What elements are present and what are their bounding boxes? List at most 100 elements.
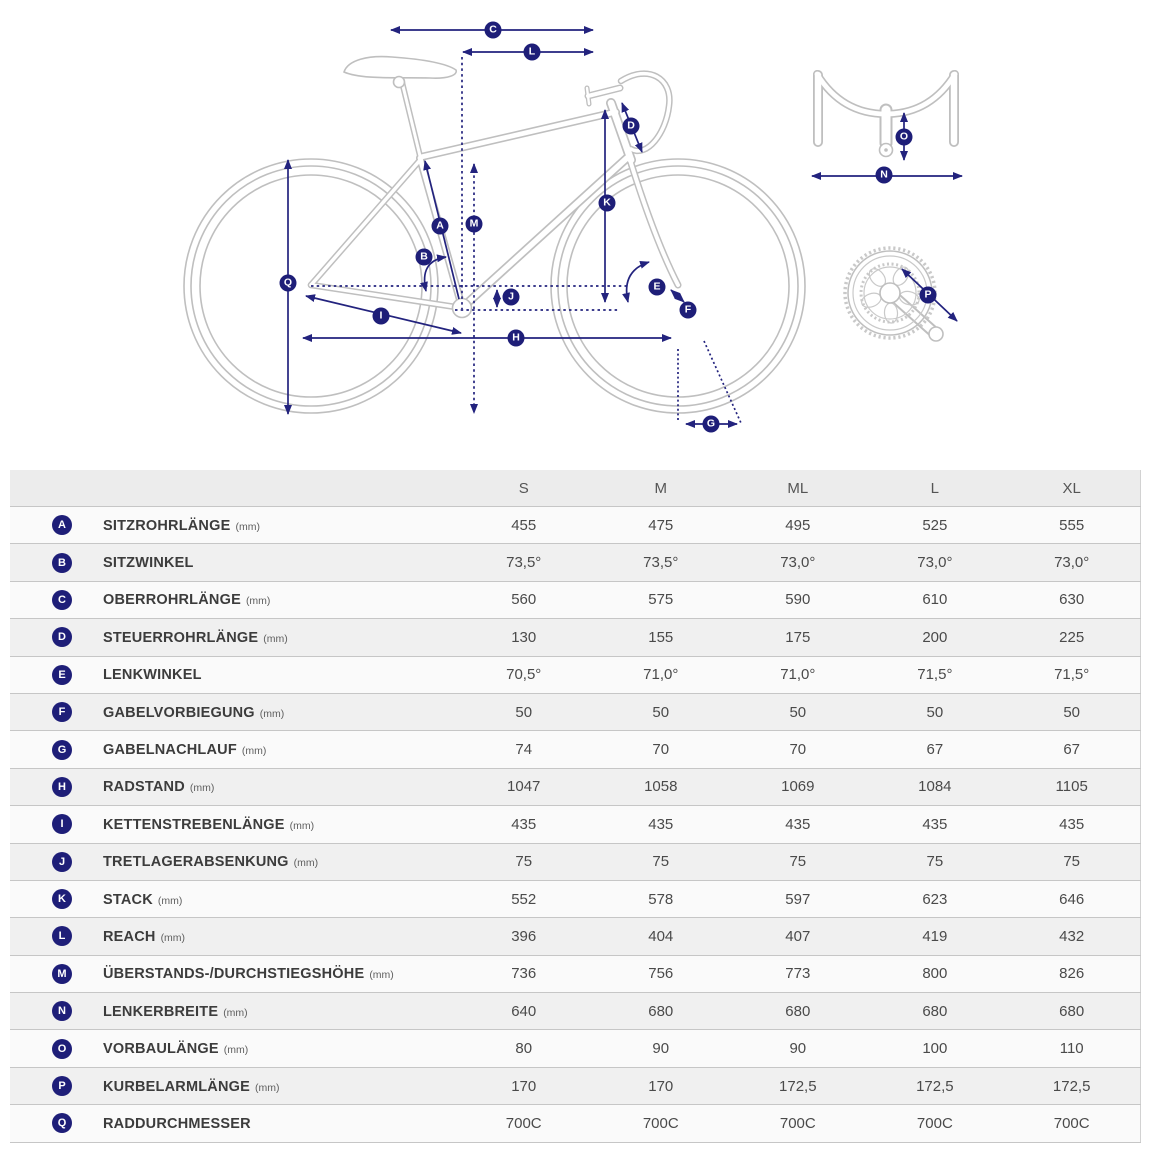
value-cell: 575 [592, 581, 730, 620]
value-cell: 70 [729, 730, 867, 769]
diagram-marker-e: E [648, 278, 666, 296]
geometry-row-q: Q RADDURCHMESSER 700C 700C 700C 700C 700C [10, 1104, 1141, 1143]
value-cell: 525 [866, 506, 1004, 545]
diagram-marker-m: M [465, 215, 483, 233]
row-label: SITZWINKEL [103, 555, 194, 572]
measurement-arrows [284, 26, 963, 428]
row-unit: (mm) [293, 857, 319, 870]
row-unit: (mm) [263, 632, 288, 645]
geometry-table: S M ML L XL A SITZROHRLÄNGE (mm) 455 475 4… [10, 470, 1141, 1143]
value-cell: 71,0° [729, 656, 867, 694]
value-cell: 170 [455, 1067, 593, 1106]
row-badge: C [52, 589, 72, 610]
row-label: LENKWINKEL [103, 667, 202, 684]
value-cell: 73,0° [729, 543, 867, 582]
value-cell: 680 [866, 992, 1004, 1031]
geometry-row-f: F GABELVORBIEGUNG (mm) 50 50 50 50 50 [10, 693, 1141, 732]
value-cell: 432 [1003, 917, 1141, 956]
size-header-l: L [866, 470, 1004, 507]
value-cell: 455 [455, 506, 593, 545]
value-cell: 680 [592, 992, 730, 1031]
row-label: VORBAULÄNGE [103, 1041, 219, 1058]
value-cell: 756 [592, 955, 730, 994]
diagram-marker-j: J [502, 288, 520, 306]
value-cell: 172,5 [866, 1067, 1004, 1106]
row-unit: (mm) [255, 1081, 280, 1094]
value-cell: 73,5° [592, 543, 730, 582]
value-cell: 80 [455, 1029, 593, 1068]
value-cell: 435 [729, 805, 867, 844]
diagram-marker-c: C [484, 21, 502, 39]
size-header-m: M [592, 470, 730, 507]
diagram-marker-n: N [875, 166, 893, 184]
value-cell: 75 [455, 843, 593, 881]
geometry-row-p: P KURBELARMLÄNGE (mm) 170 170 172,5 172,5 … [10, 1067, 1141, 1106]
geometry-row-a: A SITZROHRLÄNGE (mm) 455 475 495 525 555 [10, 506, 1141, 545]
value-cell: 73,0° [1003, 543, 1141, 582]
value-cell: 1058 [592, 768, 730, 807]
value-cell: 75 [1003, 843, 1141, 881]
row-label: GABELNACHLAUF [103, 742, 237, 759]
row-label: LENKERBREITE [103, 1003, 219, 1020]
geometry-row-e: E LENKWINKEL 70,5° 71,0° 71,0° 71,5° 71,5… [10, 656, 1141, 694]
row-unit: (mm) [160, 931, 186, 944]
geometry-row-o: O VORBAULÄNGE (mm) 80 90 90 100 110 [10, 1029, 1141, 1068]
geometry-row-l: L REACH (mm) 396 404 407 419 432 [10, 917, 1141, 956]
geometry-row-b: B SITZWINKEL 73,5° 73,5° 73,0° 73,0° 73,0… [10, 543, 1141, 582]
value-cell: 73,0° [866, 543, 1004, 582]
value-cell: 495 [729, 506, 867, 545]
value-cell: 700C [592, 1104, 730, 1143]
diagram-marker-f: F [679, 301, 697, 319]
diagram-marker-h: H [507, 329, 525, 347]
value-cell: 75 [592, 843, 730, 881]
size-header-empty [10, 470, 456, 507]
row-label: RADDURCHMESSER [103, 1115, 251, 1132]
row-badge: P [52, 1076, 72, 1097]
row-badge: Q [52, 1113, 72, 1134]
row-unit: (mm) [241, 745, 267, 758]
value-cell: 404 [592, 917, 730, 956]
row-unit: (mm) [223, 1006, 248, 1019]
row-badge: D [52, 627, 72, 648]
value-cell: 172,5 [729, 1067, 867, 1106]
value-cell: 435 [866, 805, 1004, 844]
size-header-row: S M ML L XL [10, 470, 1141, 507]
geometry-row-d: D STEUERROHRLÄNGE (mm) 130 155 175 200 225 [10, 618, 1141, 657]
diagram-marker-q: Q [279, 274, 297, 292]
row-badge: F [52, 702, 72, 723]
value-cell: 50 [592, 693, 730, 732]
row-label: GABELVORBIEGUNG [103, 704, 255, 721]
value-cell: 610 [866, 581, 1004, 620]
value-cell: 71,5° [866, 656, 1004, 694]
row-unit: (mm) [189, 782, 215, 795]
value-cell: 50 [455, 693, 593, 732]
value-cell: 800 [866, 955, 1004, 994]
value-cell: 396 [455, 917, 593, 956]
size-header-s: S [455, 470, 593, 507]
row-label: SITZROHRLÄNGE [103, 517, 231, 534]
row-label: STACK [103, 891, 153, 908]
value-cell: 640 [455, 992, 593, 1031]
row-label: ÜBERSTANDS-/DURCHSTIEGSHÖHE [103, 966, 365, 983]
row-unit: (mm) [235, 520, 260, 533]
value-cell: 130 [455, 618, 593, 657]
row-label: KURBELARMLÄNGE [103, 1078, 250, 1095]
value-cell: 67 [1003, 730, 1141, 769]
diagram-marker-a: A [431, 217, 449, 235]
row-badge: A [52, 515, 72, 536]
row-label: RADSTAND [103, 779, 185, 796]
value-cell: 578 [592, 880, 730, 919]
value-cell: 71,0° [592, 656, 730, 694]
row-unit: (mm) [245, 595, 271, 608]
row-label: REACH [103, 928, 156, 945]
row-badge: G [52, 739, 72, 760]
value-cell: 50 [1003, 693, 1141, 732]
bike-geometry-diagram: A B C D E F G H I J K L M N O P Q [0, 0, 1151, 470]
diagram-marker-k: K [598, 194, 616, 212]
value-cell: 71,5° [1003, 656, 1141, 694]
value-cell: 407 [729, 917, 867, 956]
geometry-row-h: H RADSTAND (mm) 1047 1058 1069 1084 1105 [10, 768, 1141, 807]
value-cell: 172,5 [1003, 1067, 1141, 1106]
value-cell: 552 [455, 880, 593, 919]
value-cell: 700C [866, 1104, 1004, 1143]
